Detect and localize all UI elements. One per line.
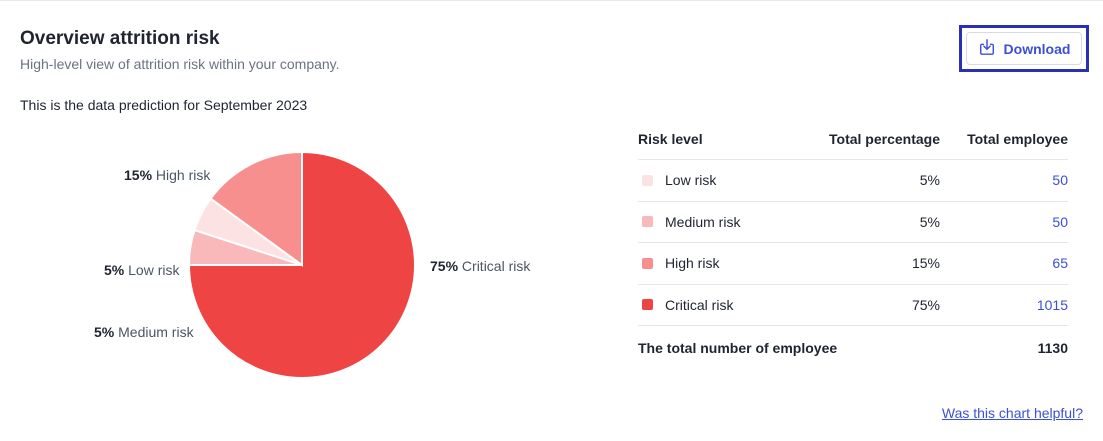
label-critical-risk: 75% Critical risk: [430, 258, 531, 274]
page-subtitle: High-level view of attrition risk within…: [20, 56, 340, 72]
table-row: Low risk 5% 50: [638, 160, 1068, 202]
label-high-risk: 15% High risk: [124, 167, 211, 183]
row-level: Critical risk: [665, 296, 734, 313]
table-row: Medium risk 5% 50: [638, 202, 1068, 243]
total-label: The total number of employee: [638, 340, 838, 356]
table-total-row: The total number of employee 1130: [638, 326, 1068, 370]
chart-helpful-link[interactable]: Was this chart helpful?: [941, 405, 1083, 421]
row-level: Medium risk: [665, 213, 741, 230]
table-row: Critical risk 75% 1015: [638, 285, 1068, 326]
row-employees-link[interactable]: 50: [1052, 213, 1068, 230]
header-total-percentage: Total percentage: [829, 130, 940, 147]
row-percentage: 5%: [919, 213, 940, 230]
row-percentage: 5%: [919, 172, 940, 189]
row-employees-link[interactable]: 1015: [1036, 296, 1068, 313]
pie-svg: [187, 150, 416, 379]
pie-chart: 15% High risk 5% Low risk 5% Medium risk…: [0, 141, 620, 391]
download-button[interactable]: Download: [966, 32, 1082, 65]
risk-table: Risk level Total percentage Total employ…: [638, 118, 1068, 370]
row-percentage: 75%: [911, 296, 940, 313]
prediction-text: This is the data prediction for Septembe…: [20, 97, 308, 113]
download-focus-ring: Download: [959, 25, 1089, 72]
row-level: Low risk: [665, 172, 717, 189]
row-percentage: 15%: [911, 255, 940, 272]
total-value: 1130: [1037, 340, 1068, 356]
medium-risk-swatch: [642, 216, 653, 228]
pie-slice-critical-risk[interactable]: [187, 150, 416, 379]
download-label: Download: [1003, 40, 1071, 57]
label-medium-risk: 5% Medium risk: [94, 324, 194, 340]
row-employees-link[interactable]: 50: [1052, 172, 1068, 189]
pie-slice-high-risk[interactable]: [209, 150, 303, 267]
low-risk-swatch: [642, 174, 653, 186]
row-employees-link[interactable]: 65: [1052, 255, 1068, 272]
label-low-risk: 5% Low risk: [104, 262, 180, 278]
download-icon: [978, 38, 996, 59]
row-level: High risk: [665, 255, 720, 272]
critical-risk-swatch: [642, 299, 653, 311]
table-row: High risk 15% 65: [638, 243, 1068, 285]
page-title: Overview attrition risk: [20, 28, 220, 49]
table-header-row: Risk level Total percentage Total employ…: [638, 118, 1068, 160]
header-risk-level: Risk level: [638, 130, 703, 147]
high-risk-swatch: [642, 257, 653, 269]
header-total-employee: Total employee: [967, 130, 1068, 147]
